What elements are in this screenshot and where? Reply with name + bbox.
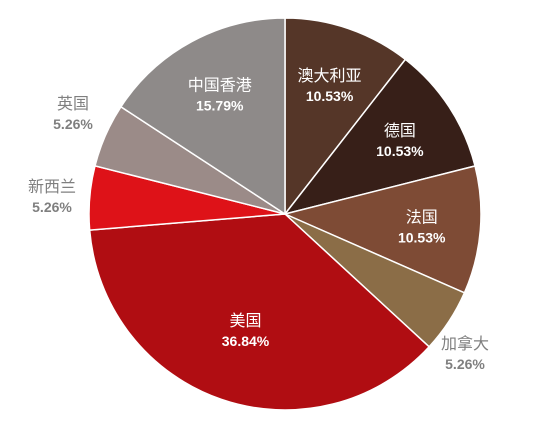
slice-value-label: 10.53% [376, 143, 424, 159]
slice-value-label: 5.26% [53, 116, 93, 132]
slice-value-label: 5.26% [32, 199, 72, 215]
pie-slice [283, 58, 476, 216]
slice-label: 新西兰 [28, 177, 76, 196]
slice-label: 德国 [384, 121, 416, 140]
pie-slice [88, 213, 431, 411]
slice-value-label: 10.53% [398, 229, 446, 245]
slice-value-label: 10.53% [306, 88, 354, 104]
slice-label: 中国香港 [188, 75, 252, 94]
slice-labels: 澳大利亚 10.53% 德国 10.53% 法国 10.53% 加拿大 5.26% 美国 36.8… [28, 66, 489, 372]
pie-slice [119, 17, 286, 216]
slice-label: 法国 [406, 207, 438, 226]
slice-label: 澳大利亚 [298, 66, 362, 85]
slice-label: 加拿大 [441, 334, 489, 353]
pie-slice [284, 17, 407, 217]
slice-label: 美国 [229, 311, 261, 330]
slice-value-label: 5.26% [445, 356, 485, 372]
slice-value-label: 15.79% [196, 97, 244, 113]
pie-slice [282, 165, 482, 294]
slice-label: 英国 [57, 94, 89, 113]
slice-value-label: 36.84% [222, 333, 270, 349]
